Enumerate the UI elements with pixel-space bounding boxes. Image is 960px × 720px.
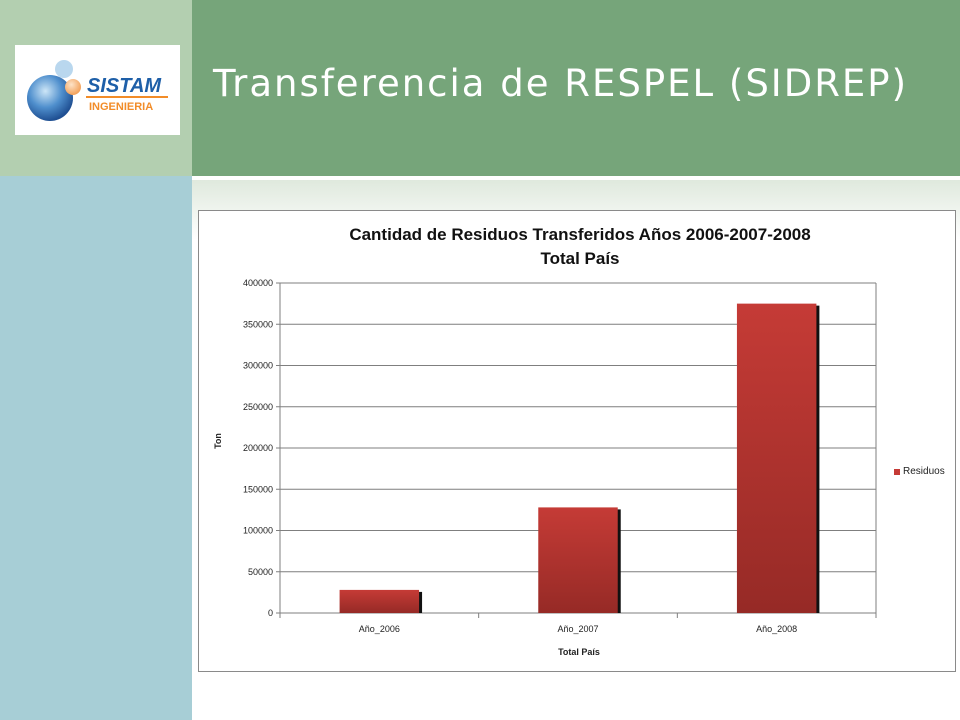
- y-tick-label: 400000: [243, 278, 273, 288]
- y-tick-label: 0: [268, 608, 273, 618]
- x-tick-label: Año_2007: [557, 624, 598, 634]
- y-tick-label: 200000: [243, 443, 273, 453]
- legend-label: Residuos: [903, 466, 945, 477]
- header-divider: [192, 176, 960, 180]
- chart-title: Cantidad de Residuos Transferidos Años 2…: [349, 225, 810, 244]
- chart-subtitle: Total País: [540, 249, 619, 268]
- page-title: Transferencia de RESPEL (SIDREP): [213, 62, 909, 105]
- legend-swatch: [894, 468, 900, 475]
- logo-sistam-text: SISTAM: [87, 75, 162, 97]
- y-axis-label: Ton: [213, 433, 223, 449]
- y-tick-label: 150000: [243, 484, 273, 494]
- y-tick-label: 250000: [243, 402, 273, 412]
- bars: [339, 303, 820, 613]
- chart-frame: Cantidad de Residuos Transferidos Años 2…: [198, 210, 956, 672]
- company-logo: SISTAM INGENIERIA: [15, 45, 180, 135]
- bar-chart: Cantidad de Residuos Transferidos Años 2…: [213, 225, 877, 657]
- y-tick-label: 300000: [243, 361, 273, 371]
- logo-underline: [86, 96, 168, 98]
- x-tick-label: Año_2006: [359, 624, 400, 634]
- left-bottom-panel: [0, 176, 192, 720]
- x-tick-label: Año_2008: [756, 624, 797, 634]
- logo-ingenieria-text: INGENIERIA: [89, 101, 153, 113]
- logo-blue-sphere-icon: [27, 75, 73, 121]
- chart-legend: Residuos: [894, 466, 945, 477]
- x-axis-label: Total País: [558, 647, 600, 657]
- logo-small-sphere-icon: [55, 60, 73, 78]
- bar: [736, 303, 817, 613]
- bar: [538, 507, 618, 613]
- y-tick-label: 100000: [243, 526, 273, 536]
- header-bar: [192, 0, 960, 176]
- y-tick-label: 350000: [243, 319, 273, 329]
- y-tick-label: 50000: [248, 567, 273, 577]
- bar: [339, 589, 420, 613]
- logo-orange-sphere-icon: [65, 79, 81, 95]
- tick-labels: 0 50000 100000 150000 200000 250000 300000 3500…: [243, 278, 797, 634]
